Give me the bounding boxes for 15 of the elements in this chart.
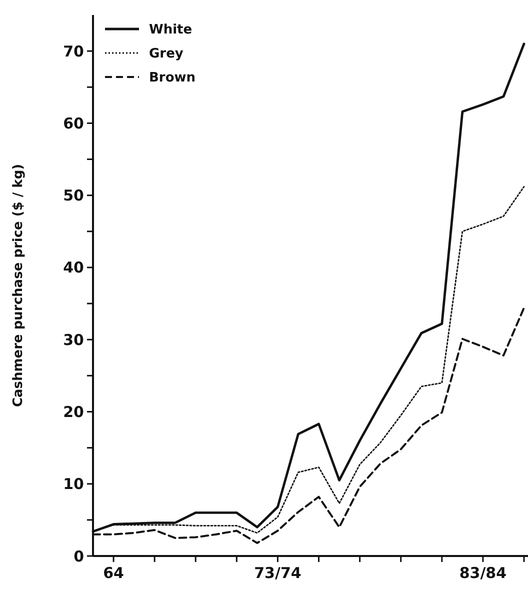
y-tick-label: 10 <box>63 475 84 494</box>
legend-label: Brown <box>149 70 196 86</box>
x-tick-label: 83/84 <box>459 564 507 582</box>
legend-label: Grey <box>149 46 184 62</box>
y-tick-label: 20 <box>63 402 84 421</box>
y-axis-title: Cashmere purchase price ($ / kg) <box>11 164 26 408</box>
x-tick-label: 73/74 <box>254 564 302 582</box>
y-tick-label: 50 <box>63 186 84 205</box>
legend-label: White <box>149 22 192 38</box>
y-tick-label: 40 <box>63 258 84 277</box>
y-tick-label: 30 <box>63 330 84 349</box>
x-tick-label: 64 <box>103 564 124 582</box>
y-tick-label: 0 <box>74 547 84 566</box>
y-tick-label: 70 <box>63 42 84 60</box>
y-tick-label: 60 <box>63 114 84 132</box>
